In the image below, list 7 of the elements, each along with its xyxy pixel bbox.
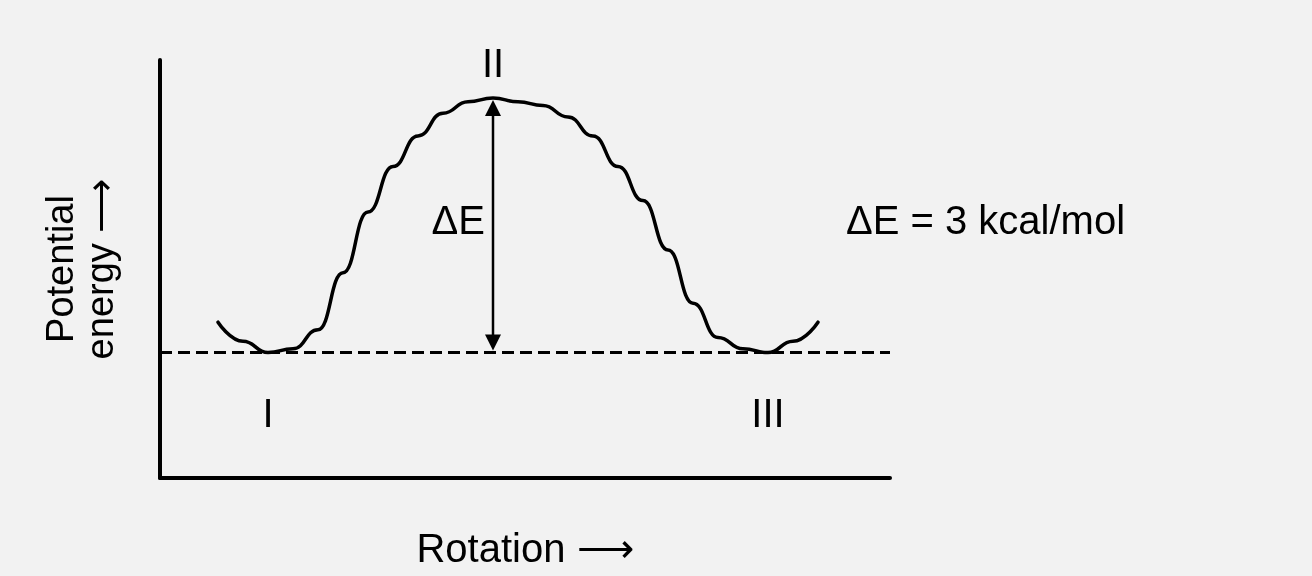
annotation: ΔE bbox=[431, 198, 485, 243]
text: ΔE = 3 kcal/mol bbox=[846, 198, 1126, 243]
x-axis-title: Rotation ⟶ bbox=[416, 526, 634, 570]
text: II bbox=[481, 41, 505, 85]
y-axis-title: Potential energy ⟶ bbox=[39, 178, 121, 360]
annotation: I bbox=[262, 390, 274, 435]
annotation: III bbox=[751, 390, 785, 435]
